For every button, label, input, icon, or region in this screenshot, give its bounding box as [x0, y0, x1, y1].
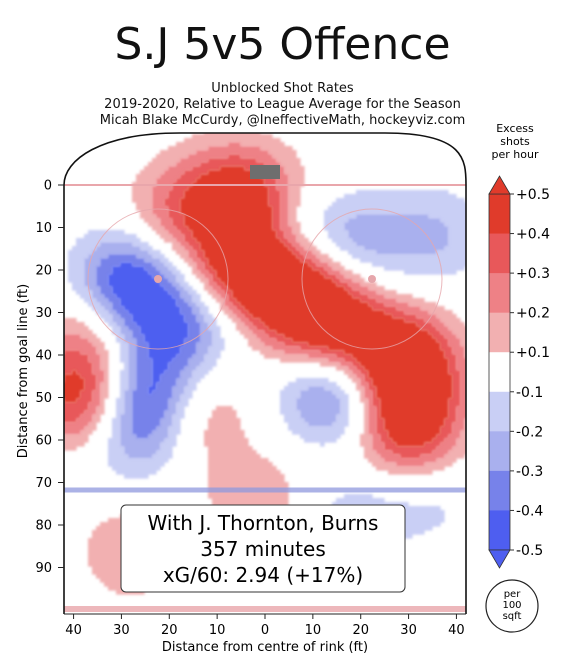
colorbar-swatch [489, 470, 510, 511]
colorbar-tick-label: -0.5 [516, 543, 543, 559]
x-tick-label: 20 [161, 623, 178, 638]
colorbar-swatch [489, 194, 510, 235]
colorbar-swatch [489, 273, 510, 314]
goal-net [250, 165, 280, 179]
x-tick-label: 40 [65, 623, 82, 638]
colorbar-swatch [489, 431, 510, 472]
annotation-line-3: xG/60: 2.94 (+17%) [163, 563, 363, 587]
y-ticks: 0 10 20 30 40 50 60 70 80 90 [35, 179, 64, 576]
colorbar-tick-label: -0.2 [516, 424, 543, 440]
colorbar-tick-label: -0.1 [516, 385, 543, 401]
colorbar-extend-top [488, 175, 511, 195]
faceoff-dot-right [368, 275, 376, 283]
y-tick-label: 40 [35, 349, 52, 364]
y-tick-label: 50 [35, 391, 52, 406]
y-axis-label: Distance from goal line (ft) [16, 284, 31, 458]
subtitle-line-2: 2019-2020, Relative to League Average fo… [104, 97, 461, 112]
colorbar-tick-label: +0.1 [516, 345, 550, 361]
colorbar-title: Excess shots per hour [492, 122, 539, 161]
x-tick-label: 0 [261, 623, 269, 638]
colorbar-swatch [489, 391, 510, 432]
colorbar-swatch [489, 510, 510, 551]
y-tick-label: 20 [35, 264, 52, 279]
subtitle-line-1: Unblocked Shot Rates [211, 81, 354, 96]
heat-level [84, 214, 449, 459]
colorbar-tick-label: +0.5 [516, 187, 550, 203]
y-tick-label: 30 [35, 306, 52, 321]
faceoff-circle-right [301, 208, 443, 350]
colorbar: +0.5 +0.4 +0.3 +0.2 +0.1 -0.1 -0.2 -0.3 -0.4 -0.5 [488, 175, 550, 569]
colorbar-swatch [489, 312, 510, 353]
x-tick-label: 20 [352, 623, 369, 638]
x-axis-label: Distance from centre of rink (ft) [162, 640, 368, 655]
x-tick-label: 40 [448, 623, 465, 638]
x-tick-label: 30 [400, 623, 417, 638]
heatmap-layer [64, 133, 466, 595]
colorbar-tick-label: -0.3 [516, 464, 543, 480]
x-ticks: 40 30 20 10 0 10 20 30 40 [65, 614, 465, 638]
unit-badge: per 100 sqft [485, 579, 539, 633]
y-tick-label: 90 [35, 561, 52, 576]
colorbar-swatch [489, 233, 510, 274]
heat-level [64, 142, 466, 467]
heat-level [64, 133, 466, 595]
y-tick-label: 60 [35, 434, 52, 449]
x-tick-label: 10 [305, 623, 322, 638]
heat-level [64, 166, 453, 447]
annotation-line-1: With J. Thornton, Burns [148, 511, 379, 535]
heat-level [68, 190, 466, 551]
chart-title: S.J 5v5 Offence [114, 19, 451, 70]
y-tick-label: 10 [35, 221, 52, 236]
unit-badge-text: per 100 sqft [502, 589, 521, 622]
annotation-box: With J. Thornton, Burns 357 minutes xG/6… [120, 504, 406, 593]
x-tick-label: 10 [209, 623, 226, 638]
x-tick-label: 30 [113, 623, 130, 638]
faceoff-dot-left [154, 275, 162, 283]
colorbar-extend-bottom [488, 549, 511, 569]
y-tick-label: 70 [35, 476, 52, 491]
rink-boards [63, 132, 467, 614]
colorbar-swatch [489, 352, 510, 393]
colorbar-tick-label: +0.4 [516, 227, 550, 243]
colorbar-tick-label: +0.3 [516, 266, 550, 282]
faceoff-circle-left [87, 208, 229, 350]
heat-level [64, 154, 461, 459]
colorbar-tick-label: -0.4 [516, 503, 543, 519]
y-tick-label: 80 [35, 519, 52, 534]
annotation-line-2: 357 minutes [200, 537, 326, 561]
subtitle-line-3: Micah Blake McCurdy, @IneffectiveMath, h… [99, 113, 466, 128]
colorbar-tick-label: +0.2 [516, 306, 550, 322]
y-tick-label: 0 [44, 179, 52, 194]
heat-level [108, 262, 189, 395]
